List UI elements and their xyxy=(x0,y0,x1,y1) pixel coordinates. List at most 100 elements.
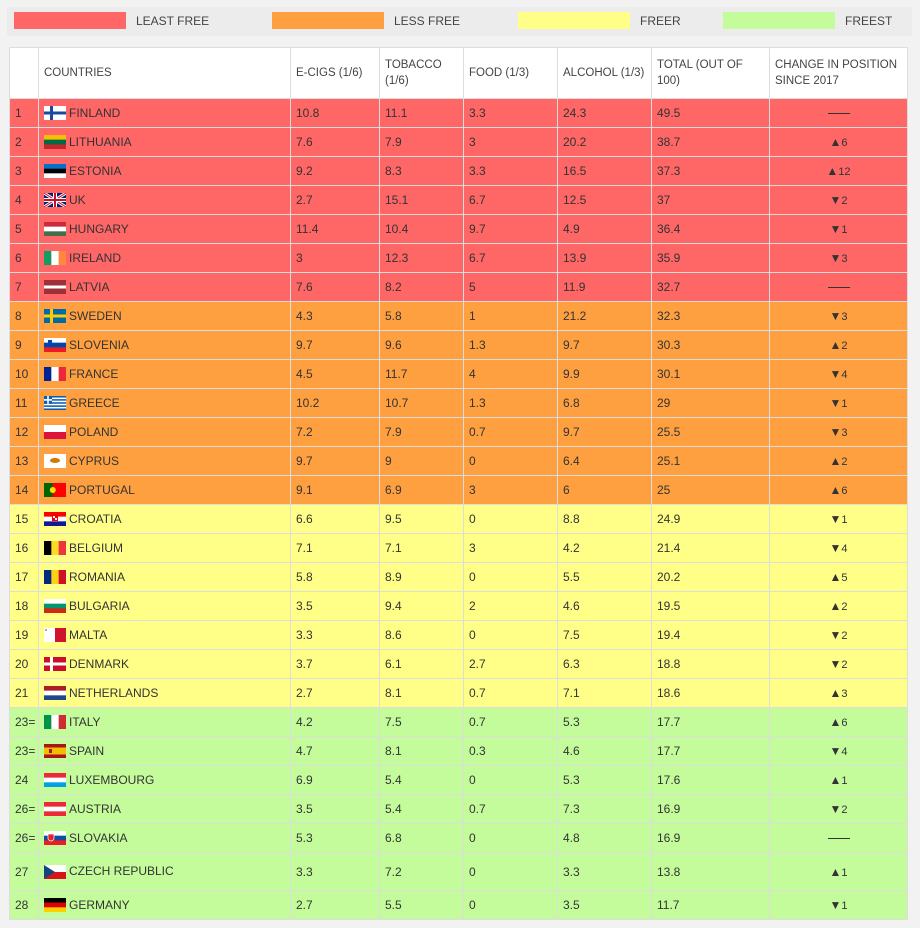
tobacco-cell: 6.8 xyxy=(379,823,464,853)
ecigs-cell: 4.5 xyxy=(290,359,380,389)
table-row: 24 LUXEMBOURG 6.9 5.4 0 5.3 17.6 ▲1 xyxy=(9,765,908,795)
alcohol-cell: 5.3 xyxy=(557,707,652,737)
rank-cell: 11 xyxy=(9,388,39,418)
rank-cell: 13 xyxy=(9,446,39,476)
food-cell: 0.7 xyxy=(463,794,558,824)
rank-cell: 15 xyxy=(9,504,39,534)
tobacco-cell: 10.4 xyxy=(379,214,464,244)
country-name: AUSTRIA xyxy=(69,801,122,816)
header-change: CHANGE IN POSITION SINCE 2017 xyxy=(769,47,908,99)
rank-cell: 9 xyxy=(9,330,39,360)
country-cell: LATVIA xyxy=(38,272,291,302)
rank-cell: 3 xyxy=(9,156,39,186)
country-name: NETHERLANDS xyxy=(69,685,159,700)
country-name: SWEDEN xyxy=(69,308,122,323)
change-cell: ▼4 xyxy=(769,359,908,389)
alcohol-cell: 9.9 xyxy=(557,359,652,389)
total-cell: 17.7 xyxy=(651,736,770,766)
nanny-state-ranking-table: COUNTRIES E-CIGS (1/6) TOBACCO (1/6) FOO… xyxy=(9,47,908,920)
change-cell: ▼3 xyxy=(769,301,908,331)
tobacco-cell: 8.6 xyxy=(379,620,464,650)
food-cell: 6.7 xyxy=(463,243,558,273)
down-arrow-icon: ▼ xyxy=(829,309,842,323)
total-cell: 32.7 xyxy=(651,272,770,302)
change-value: 4 xyxy=(841,369,848,381)
total-cell: 17.7 xyxy=(651,707,770,737)
rank-cell: 7 xyxy=(9,272,39,302)
table-row: 8 SWEDEN 4.3 5.8 1 21.2 32.3 ▼3 xyxy=(9,301,908,331)
food-cell: 1.3 xyxy=(463,330,558,360)
rank-cell: 23= xyxy=(9,736,39,766)
no-change-dash-icon xyxy=(827,287,850,289)
country-cell: BELGIUM xyxy=(38,533,291,563)
food-cell: 4 xyxy=(463,359,558,389)
tobacco-cell: 11.1 xyxy=(379,98,464,128)
country-name: SLOVAKIA xyxy=(69,830,128,845)
table-row: 17 ROMANIA 5.8 8.9 0 5.5 20.2 ▲5 xyxy=(9,562,908,592)
rank-cell: 16 xyxy=(9,533,39,563)
total-cell: 37.3 xyxy=(651,156,770,186)
germany-flag-icon xyxy=(44,898,66,913)
change-cell: ▲6 xyxy=(769,707,908,737)
food-cell: 3.3 xyxy=(463,98,558,128)
change-value: 2 xyxy=(841,804,848,816)
down-arrow-icon: ▼ xyxy=(829,425,842,439)
country-name: ROMANIA xyxy=(69,569,126,584)
food-cell: 0 xyxy=(463,446,558,476)
header-total: TOTAL (OUT OF 100) xyxy=(651,47,770,99)
ecigs-cell: 2.7 xyxy=(290,185,380,215)
change-cell: ▲5 xyxy=(769,562,908,592)
legend-label: LEAST FREE xyxy=(136,13,210,28)
table-row: 12 POLAND 7.2 7.9 0.7 9.7 25.5 ▼3 xyxy=(9,417,908,447)
table-row: 2 LITHUANIA 7.6 7.9 3 20.2 38.7 ▲6 xyxy=(9,127,908,157)
total-cell: 20.2 xyxy=(651,562,770,592)
croatia-flag-icon xyxy=(44,512,66,527)
tobacco-cell: 7.9 xyxy=(379,417,464,447)
down-arrow-icon: ▼ xyxy=(829,541,842,555)
ecigs-cell: 3.3 xyxy=(290,620,380,650)
tobacco-cell: 9.5 xyxy=(379,504,464,534)
change-cell: ▲2 xyxy=(769,330,908,360)
total-cell: 38.7 xyxy=(651,127,770,157)
ecigs-cell: 7.6 xyxy=(290,272,380,302)
total-cell: 19.4 xyxy=(651,620,770,650)
down-arrow-icon: ▼ xyxy=(829,657,842,671)
country-cell: PORTUGAL xyxy=(38,475,291,505)
tobacco-cell: 5.5 xyxy=(379,890,464,920)
alcohol-cell: 3.5 xyxy=(557,890,652,920)
country-cell: SLOVENIA xyxy=(38,330,291,360)
ecigs-cell: 9.1 xyxy=(290,475,380,505)
ecigs-cell: 6.6 xyxy=(290,504,380,534)
down-arrow-icon: ▼ xyxy=(829,898,842,912)
table-row: 16 BELGIUM 7.1 7.1 3 4.2 21.4 ▼4 xyxy=(9,533,908,563)
country-name: FINLAND xyxy=(69,105,121,120)
rank-cell: 20 xyxy=(9,649,39,679)
total-cell: 32.3 xyxy=(651,301,770,331)
total-cell: 37 xyxy=(651,185,770,215)
tobacco-cell: 10.7 xyxy=(379,388,464,418)
country-cell: LUXEMBOURG xyxy=(38,765,291,795)
no-change-dash-icon xyxy=(827,838,850,840)
total-cell: 35.9 xyxy=(651,243,770,273)
change-value: 2 xyxy=(841,659,848,671)
food-cell: 3 xyxy=(463,127,558,157)
alcohol-cell: 7.5 xyxy=(557,620,652,650)
tobacco-cell: 9.4 xyxy=(379,591,464,621)
alcohol-cell: 24.3 xyxy=(557,98,652,128)
tobacco-cell: 5.4 xyxy=(379,794,464,824)
change-value: 1 xyxy=(841,224,848,236)
food-cell: 2.7 xyxy=(463,649,558,679)
alcohol-cell: 9.7 xyxy=(557,330,652,360)
down-arrow-icon: ▼ xyxy=(829,802,842,816)
table-row: 18 BULGARIA 3.5 9.4 2 4.6 19.5 ▲2 xyxy=(9,591,908,621)
ecigs-cell: 3 xyxy=(290,243,380,273)
ecigs-cell: 5.8 xyxy=(290,562,380,592)
malta-flag-icon xyxy=(44,628,66,643)
country-name: BULGARIA xyxy=(69,598,130,613)
header-rank xyxy=(9,47,39,99)
ranking-table-container: COUNTRIES E-CIGS (1/6) TOBACCO (1/6) FOO… xyxy=(9,47,908,920)
alcohol-cell: 8.8 xyxy=(557,504,652,534)
slovenia-flag-icon xyxy=(44,338,66,353)
country-name: LITHUANIA xyxy=(69,134,132,149)
down-arrow-icon: ▼ xyxy=(829,251,842,265)
